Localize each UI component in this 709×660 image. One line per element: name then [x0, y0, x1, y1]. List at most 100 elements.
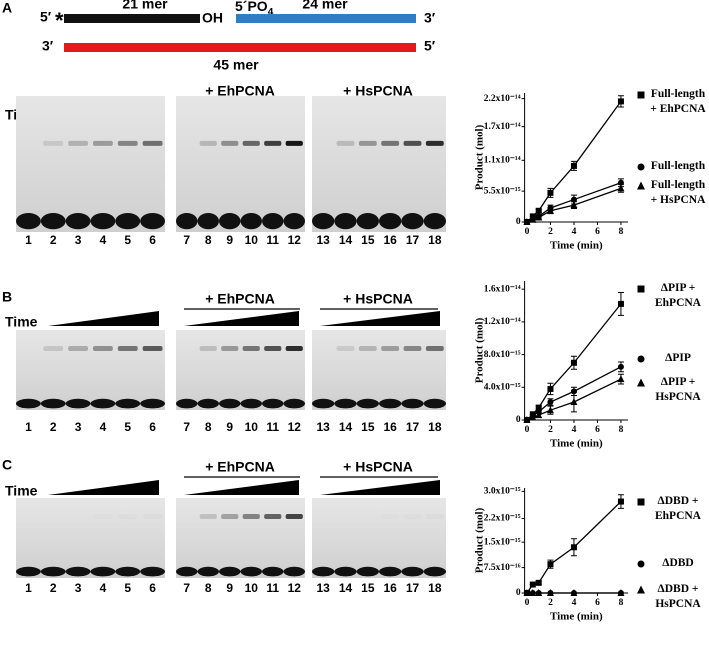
x-tick-label: 0 — [525, 227, 530, 237]
lane-number: 12 — [288, 233, 302, 247]
lane-number: 10 — [245, 233, 259, 247]
x-tick-label: 2 — [548, 598, 553, 608]
product-band — [118, 514, 138, 519]
product-band — [403, 346, 422, 351]
x-tick-label: 6 — [595, 598, 600, 608]
lane-number: 12 — [288, 581, 302, 595]
legend-marker — [637, 181, 645, 190]
product-band — [404, 514, 422, 519]
time-label: Time — [5, 483, 38, 499]
template-strand — [64, 43, 416, 52]
lane-number: 18 — [428, 420, 442, 434]
marker — [535, 213, 543, 221]
label-star: * — [55, 8, 64, 33]
y-tick-label: 2.2x10⁻¹⁴ — [484, 94, 521, 104]
x-tick-label: 8 — [619, 425, 624, 435]
marker — [570, 359, 577, 366]
product-band — [381, 346, 400, 351]
lane-number: 8 — [205, 233, 212, 247]
panel-letter: C — [2, 457, 12, 473]
marker — [570, 196, 577, 203]
substrate-band — [15, 212, 41, 230]
time-wedge — [184, 311, 299, 326]
product-band — [285, 346, 303, 351]
legend-marker — [637, 163, 645, 171]
product-band — [425, 140, 444, 146]
legend-marker — [637, 378, 645, 387]
substrate-band — [401, 212, 424, 230]
product-band — [68, 346, 89, 351]
condition-label: + HsPCNA — [343, 83, 413, 99]
substrate-band — [356, 398, 380, 409]
marker — [547, 385, 554, 392]
marker — [570, 201, 578, 209]
y-tick-label: 0 — [516, 217, 521, 227]
time-wedge — [320, 480, 440, 495]
marker — [617, 498, 624, 505]
time-wedge — [184, 480, 299, 495]
substrate-band — [262, 566, 284, 577]
marker — [570, 398, 578, 406]
lane-number: 3 — [75, 233, 82, 247]
substrate-band — [312, 212, 335, 230]
y-tick-label: 8.0x10⁻¹⁵ — [484, 350, 521, 360]
substrate-band — [423, 398, 447, 409]
substrate-band — [283, 398, 305, 409]
x-tick-label: 8 — [619, 227, 624, 237]
lane-number: 9 — [226, 581, 233, 595]
time-wedge — [320, 311, 440, 326]
product-band — [242, 140, 260, 146]
lane-number: 7 — [183, 581, 190, 595]
lane-number: 8 — [205, 420, 212, 434]
product-band — [93, 514, 113, 519]
substrate-band — [379, 398, 402, 409]
y-tick-label: 4.0x10⁻¹⁵ — [484, 382, 521, 392]
lane-number: 3 — [75, 581, 82, 595]
legend-entry: ΔDBD + HsPCNA — [655, 583, 701, 610]
x-axis-label: Time (min) — [550, 611, 603, 623]
lane-number: 5 — [124, 581, 131, 595]
substrate-band — [90, 398, 116, 409]
product-band — [403, 140, 422, 146]
lane-number: 9 — [226, 420, 233, 434]
substrate-band — [40, 566, 66, 577]
legend-marker — [637, 91, 645, 99]
product-band — [142, 346, 163, 351]
gel — [16, 96, 165, 232]
substrate-band — [176, 212, 198, 230]
lane-number: 11 — [266, 581, 279, 595]
marker — [617, 375, 625, 383]
product-band — [426, 514, 444, 519]
lane-number: 5 — [124, 420, 131, 434]
phosphate-sub: 4 — [268, 7, 274, 18]
marker — [546, 206, 554, 214]
panel-letter: B — [2, 289, 12, 305]
x-tick-label: 2 — [548, 425, 553, 435]
y-tick-label: 1.7x10⁻¹⁴ — [484, 122, 521, 132]
lane-number: 14 — [339, 420, 353, 434]
lane-number: 7 — [183, 233, 190, 247]
legend-entry: ΔDBD + EhPCNA — [654, 495, 701, 522]
strand-end: 5′ — [424, 38, 436, 54]
product-band — [92, 140, 113, 146]
marker — [547, 399, 554, 406]
substrate-band — [283, 212, 305, 230]
substrate-band — [262, 212, 284, 230]
marker — [529, 215, 537, 223]
lane-number: 17 — [406, 233, 420, 247]
product-band — [285, 514, 303, 519]
gel — [312, 498, 446, 578]
strand-end: 5′ — [40, 9, 52, 25]
condition-label: + HsPCNA — [343, 459, 413, 475]
condition-label: + EhPCNA — [205, 459, 275, 475]
x-tick-label: 0 — [525, 425, 530, 435]
substrate-band — [219, 212, 241, 230]
y-tick-label: 3.0x10⁻¹⁵ — [484, 487, 521, 497]
y-tick-label: 5.5x10⁻¹⁵ — [484, 186, 521, 196]
panel-letter: A — [2, 0, 12, 16]
substrate-band — [401, 398, 424, 409]
x-axis-label: Time (min) — [550, 240, 603, 252]
substrate-band — [423, 566, 447, 577]
marker — [523, 589, 531, 596]
substrate-band — [197, 566, 219, 577]
